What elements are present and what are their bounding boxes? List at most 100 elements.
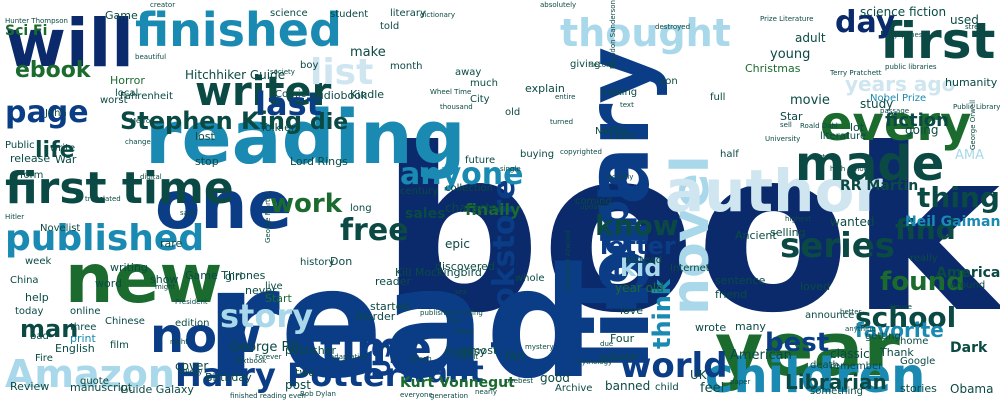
word-245: beautiful [135, 53, 167, 62]
word-49: die [310, 110, 349, 136]
word-28: day [835, 5, 896, 40]
word-168: write [50, 143, 76, 154]
word-226: mythology [575, 358, 613, 367]
word-207: Roald Dahl [800, 122, 838, 131]
word-252: sex [455, 288, 467, 297]
word-117: never [245, 284, 277, 298]
word-96: death [810, 360, 839, 371]
word-82: America [936, 264, 1000, 281]
word-94: remember [830, 361, 883, 372]
word-52: US [368, 341, 396, 378]
word-181: future [465, 155, 496, 166]
word-234: published reading [420, 309, 483, 318]
word-250: due [600, 340, 614, 349]
word-38: know [595, 208, 679, 242]
word-103: good [540, 371, 570, 386]
word-77: movie [790, 92, 830, 108]
word-13: first [880, 12, 996, 70]
word-173: China [10, 275, 39, 286]
word-21: Harry Potter [175, 356, 401, 395]
word-79: lot [850, 121, 865, 135]
word-10: author [665, 156, 883, 225]
word-178: Chinese [105, 316, 145, 327]
word-75: study [860, 97, 894, 112]
word-233: said [180, 209, 195, 218]
word-59: Sci Fi [5, 22, 48, 39]
word-11: first time [5, 162, 234, 214]
word-230: translated [85, 195, 121, 204]
word-4: year [715, 306, 900, 393]
word-156: student [330, 9, 369, 20]
word-120: show [150, 273, 179, 287]
word-264: night [170, 338, 189, 347]
word-236: copyrighted [560, 148, 602, 157]
word-260: passage [880, 107, 910, 116]
word-206: Margaret Atwood [564, 230, 572, 290]
word-186: son [660, 76, 678, 87]
word-95: getting [865, 331, 901, 342]
word-239: prison [410, 355, 432, 364]
word-133: Guide Galaxy [120, 383, 194, 397]
word-86: around [950, 280, 986, 291]
word-211: public libraries [885, 63, 937, 72]
word-262: generation [430, 392, 469, 400]
word-201: Japanese [895, 31, 927, 40]
word-89: Google [900, 356, 936, 367]
word-41: ebook [15, 58, 91, 84]
word-88: Dark [950, 339, 988, 356]
word-193: told [380, 21, 400, 32]
word-149: selling [770, 226, 806, 240]
word-93: classic [830, 347, 870, 362]
word-160: much [470, 78, 498, 89]
word-56: Neil Gaiman [905, 213, 1000, 230]
word-237: mystery [525, 343, 554, 352]
word-137: publisher [285, 344, 337, 358]
word-204: finished reading even [230, 392, 306, 400]
word-167: John [45, 108, 67, 119]
word-44: letter [600, 231, 676, 260]
word-179: edition [175, 318, 210, 329]
word-47: best [765, 328, 830, 359]
word-255: highest [785, 215, 811, 224]
word-114: Don [330, 255, 353, 269]
word-83: really [910, 253, 938, 264]
word-66: audiobook [310, 89, 368, 103]
word-147: sentence [715, 274, 766, 288]
word-45: kid [620, 253, 662, 282]
word-85: AMA [955, 147, 985, 163]
word-72: used [950, 13, 979, 28]
word-231: single [500, 165, 521, 174]
word-195: many [735, 320, 766, 334]
word-200: whole [515, 273, 545, 284]
word-218: thousand [440, 103, 473, 112]
word-217: trilogy [180, 368, 203, 377]
word-61: Horror [110, 74, 145, 88]
word-136: Birthday [205, 371, 252, 385]
word-26: page [5, 95, 89, 130]
word-146: friend [715, 288, 748, 302]
word-7: finished [135, 3, 342, 58]
word-165: worst [100, 95, 128, 106]
word-50: man [20, 314, 79, 343]
word-71: young [770, 46, 811, 62]
word-155: Fahrenheit [120, 91, 173, 102]
word-254: sell [780, 121, 792, 130]
word-15: made [795, 135, 945, 192]
word-131: Review [10, 380, 50, 394]
word-261: update [580, 203, 605, 212]
word-266: House [890, 303, 912, 312]
word-240: dead [455, 328, 473, 337]
word-253: change [125, 138, 151, 147]
word-31: free [340, 213, 409, 248]
word-112: discovered [435, 260, 495, 274]
word-32: anyone [400, 157, 524, 192]
word-23: series [780, 225, 896, 266]
word-265: paper [730, 378, 751, 387]
word-2: reading [145, 94, 466, 181]
word-14: every [820, 95, 972, 152]
word-108: character [445, 201, 503, 216]
word-190: popular [600, 352, 639, 363]
word-139: murder [355, 310, 396, 324]
word-241: everyone [400, 391, 433, 400]
